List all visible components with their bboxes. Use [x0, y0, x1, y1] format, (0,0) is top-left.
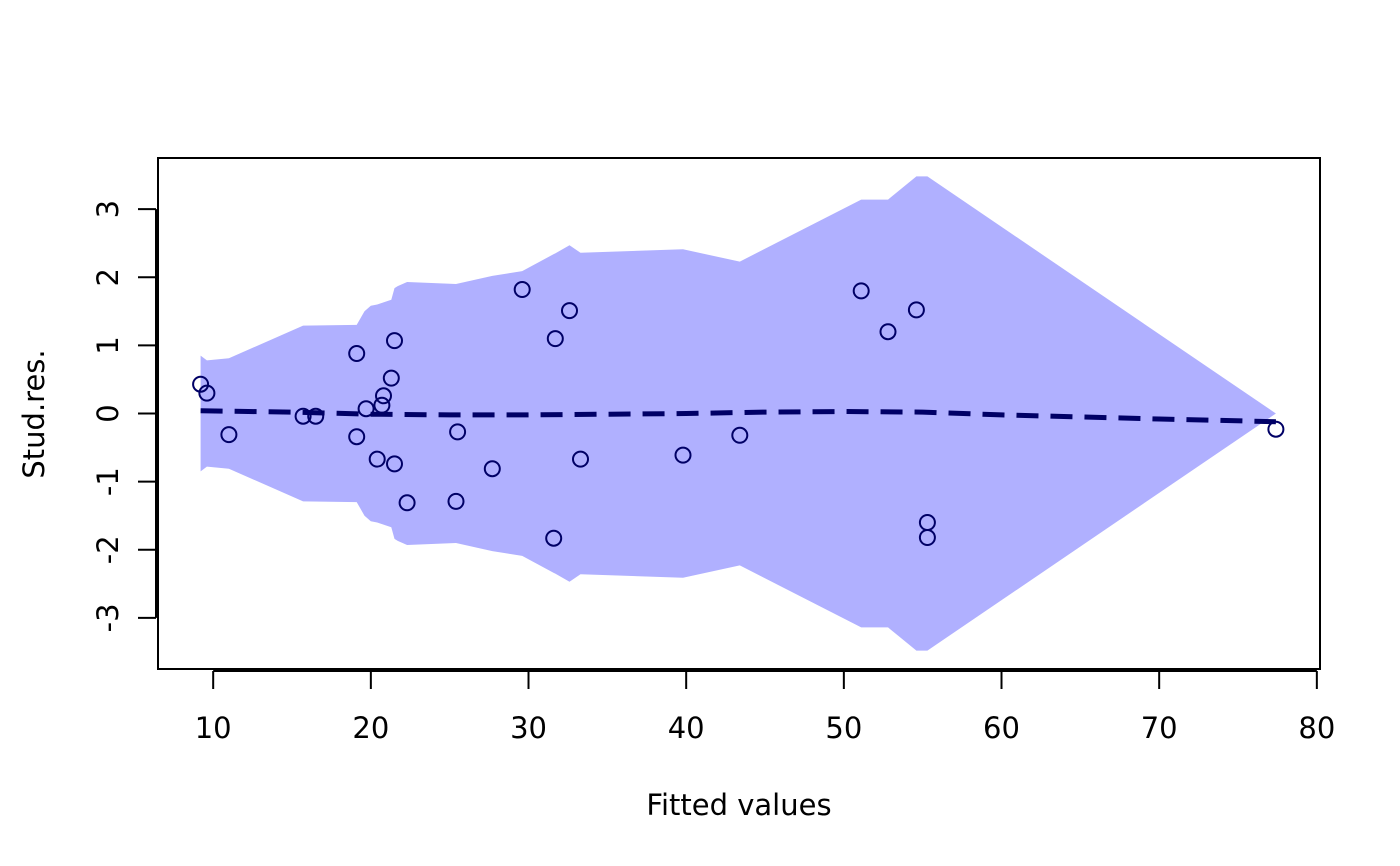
data-point	[382, 369, 400, 387]
data-point	[386, 332, 403, 350]
data-point	[357, 400, 375, 418]
data-point	[561, 302, 578, 320]
y-tick-label: -2	[91, 535, 125, 564]
data-point	[852, 282, 870, 300]
x-tick-label: 40	[668, 711, 705, 745]
y-tick-label: 2	[91, 268, 125, 286]
data-point	[348, 345, 366, 362]
y-tick-label: -1	[91, 467, 125, 496]
data-point	[879, 323, 897, 341]
data-point	[368, 450, 386, 468]
x-tick-label: 80	[1298, 711, 1335, 745]
plot-frame	[157, 157, 1321, 670]
data-point	[192, 375, 210, 393]
data-point	[918, 529, 936, 546]
y-tick-label: 0	[91, 404, 125, 422]
x-axis-title: Fitted values	[646, 788, 831, 822]
x-tick-label: 20	[352, 711, 389, 745]
data-point	[483, 460, 501, 478]
y-axis: -3 -2 -1 0 1 2 3	[91, 200, 157, 632]
x-axis: 10 20 30 40 50 60 70 80	[195, 670, 1335, 745]
x-tick-label: 60	[983, 711, 1020, 745]
x-tick-label: 30	[510, 711, 547, 745]
y-tick-label: 3	[91, 200, 125, 218]
data-point	[348, 428, 366, 446]
data-point	[572, 450, 589, 468]
data-point	[220, 426, 238, 444]
data-point	[375, 387, 392, 405]
data-point	[198, 384, 216, 402]
data-points-layer	[192, 281, 1285, 547]
data-point	[447, 492, 465, 510]
data-point	[449, 423, 467, 441]
confidence-band	[200, 176, 1276, 651]
y-axis-title: Stud.res.	[17, 349, 51, 478]
data-point	[546, 330, 564, 348]
data-point	[373, 396, 391, 414]
data-point	[674, 446, 692, 464]
data-point	[294, 407, 312, 425]
data-point	[398, 494, 416, 512]
y-tick-label: -3	[91, 603, 125, 632]
data-point	[907, 301, 925, 319]
x-tick-label: 50	[825, 711, 862, 745]
y-tick-label: 1	[91, 336, 125, 354]
confidence-band-layer	[200, 176, 1276, 651]
data-point	[545, 529, 563, 547]
x-tick-label: 10	[195, 711, 232, 745]
data-point	[731, 426, 749, 444]
data-point	[1267, 420, 1285, 438]
trend-line	[200, 408, 1276, 425]
data-point	[513, 281, 531, 298]
x-tick-label: 70	[1141, 711, 1178, 745]
trend-line-layer	[200, 408, 1276, 425]
data-point	[386, 455, 403, 473]
data-point	[307, 407, 325, 425]
